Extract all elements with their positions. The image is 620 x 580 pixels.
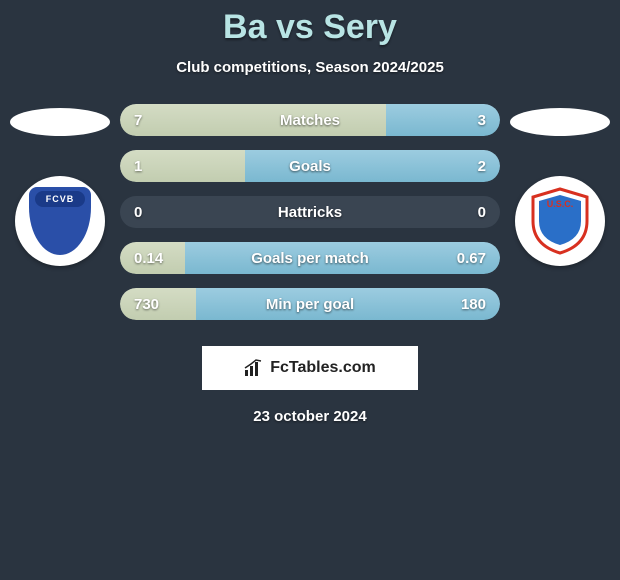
left-shield-icon: FCVB — [29, 187, 91, 255]
date-text: 23 october 2024 — [0, 408, 620, 425]
stat-row: 730180Min per goal — [120, 288, 500, 320]
stat-bars: 73Matches 12Goals 00Hattricks 0.140.67Goals… — [120, 104, 500, 334]
page-title: Ba vs Sery — [0, 0, 620, 47]
stat-row: 73Matches — [120, 104, 500, 136]
stat-row: 0.140.67Goals per match — [120, 242, 500, 274]
subtitle: Club competitions, Season 2024/2025 — [0, 59, 620, 76]
bar-label: Goals — [120, 158, 500, 175]
stat-row: 00Hattricks — [120, 196, 500, 228]
bar-label: Goals per match — [120, 250, 500, 267]
comparison-panel: FCVB 73Matches 12Goals 00Hattricks 0.140.67… — [0, 104, 620, 334]
right-team-column: U.S.C. — [510, 104, 610, 266]
left-player-silhouette — [10, 108, 110, 136]
fctables-logo[interactable]: FcTables.com — [202, 346, 418, 390]
bar-label: Hattricks — [120, 204, 500, 221]
stat-row: 12Goals — [120, 150, 500, 182]
left-team-crest: FCVB — [15, 176, 105, 266]
right-player-silhouette — [510, 108, 610, 136]
svg-text:U.S.C.: U.S.C. — [547, 199, 574, 209]
bar-label: Min per goal — [120, 296, 500, 313]
left-shield-text: FCVB — [35, 191, 85, 207]
right-team-crest: U.S.C. — [515, 176, 605, 266]
left-team-column: FCVB — [10, 104, 110, 266]
bar-label: Matches — [120, 112, 500, 129]
logo-text: FcTables.com — [270, 359, 376, 377]
chart-icon — [244, 359, 264, 377]
right-shield-icon: U.S.C. — [529, 187, 591, 255]
